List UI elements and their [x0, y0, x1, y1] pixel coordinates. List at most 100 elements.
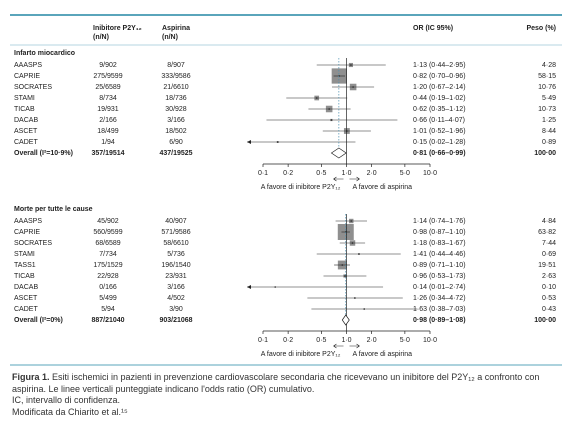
study-name: SOCRATES	[14, 240, 52, 247]
caption-text: Esiti ischemici in pazienti in prevenzio…	[12, 372, 540, 394]
aspirin-events: 196/1540	[161, 262, 190, 269]
overall-p2y12: 887/21040	[91, 317, 124, 324]
or-label: 0·44 (0·19–1·02)	[413, 95, 466, 102]
aspirin-events: 18/736	[165, 95, 187, 102]
x-tick-label: 5·0	[400, 170, 410, 177]
ci-arrow	[247, 285, 251, 289]
overall-or-label: 0·81 (0·66–0·99)	[413, 150, 466, 157]
or-label: 0·96 (0·53–1·73)	[413, 273, 466, 280]
weight-label: 10·76	[538, 84, 556, 91]
weight-label: 8·44	[542, 128, 556, 135]
or-point	[330, 119, 333, 121]
or-point	[315, 97, 318, 99]
or-label: 0·14 (0·01–2·74)	[413, 284, 466, 291]
right-direction-label: A favore di aspirina	[353, 184, 413, 191]
overall-label: Overall (I²=10·9%)	[14, 150, 73, 157]
or-point	[351, 242, 354, 244]
or-point	[344, 275, 346, 277]
p2y12-events: 19/931	[97, 106, 119, 113]
or-point	[341, 264, 344, 266]
x-tick-label: 1·0	[341, 337, 351, 344]
or-point	[363, 308, 366, 310]
weight-label: 2·63	[542, 273, 556, 280]
study-name: TASS1	[14, 262, 36, 269]
p2y12-events: 25/6589	[95, 84, 120, 91]
or-label: 1·14 (0·74–1·76)	[413, 218, 466, 225]
p2y12-events: 8/734	[99, 95, 117, 102]
p2y12-events: 5/94	[101, 306, 115, 313]
forest-figure: Inibitore P2Y₁₂ (n/N) Aspirina (n/N) OR …	[10, 14, 562, 366]
p2y12-events: 1/94	[101, 139, 115, 146]
weight-label: 0·53	[542, 295, 556, 302]
header-or: OR (IC 95%)	[413, 25, 453, 32]
or-point	[358, 253, 360, 255]
ci-arrow	[247, 140, 251, 144]
study-name: CADET	[14, 306, 38, 313]
aspirin-events: 8/907	[167, 62, 185, 69]
weight-label: 5·49	[542, 95, 556, 102]
weight-label: 58·15	[538, 73, 556, 80]
overall-or-label: 0·98 (0·89–1·08)	[413, 317, 466, 324]
or-label: 0·66 (0·11–4·07)	[413, 117, 465, 124]
x-tick-label: 0·2	[283, 170, 293, 177]
study-name: STAMI	[14, 251, 35, 258]
left-arrow	[333, 343, 344, 349]
x-tick-label: 0·1	[258, 170, 268, 177]
header-p2y12: Inibitore P2Y₁₂	[93, 25, 142, 32]
study-name: DACAB	[14, 284, 38, 291]
right-arrow	[349, 176, 360, 182]
x-tick-label: 5·0	[400, 337, 410, 344]
p2y12-events: 5/499	[99, 295, 117, 302]
p2y12-events: 0/166	[99, 284, 117, 291]
or-point	[354, 297, 356, 299]
caption-main: Figura 1. Esiti ischemici in pazienti in…	[12, 372, 564, 395]
study-name: ASCET	[14, 128, 38, 135]
aspirin-events: 30/928	[165, 106, 187, 113]
or-label: 1·18 (0·83–1·67)	[413, 240, 466, 247]
overall-diamond	[330, 147, 347, 159]
overall-aspirin: 903/21068	[159, 317, 192, 324]
overall-aspirin: 437/19525	[159, 150, 192, 157]
x-tick-label: 0·5	[316, 337, 326, 344]
or-label: 0·15 (0·02–1·28)	[413, 139, 466, 146]
left-direction-label: A favore di inibitore P2Y₁₂	[261, 184, 341, 191]
or-label: 0·62 (0·35–1·12)	[413, 106, 466, 113]
or-label: 1·41 (0·44–4·46)	[413, 251, 466, 258]
or-point	[276, 141, 279, 143]
aspirin-events: 5/736	[167, 251, 185, 258]
x-tick-label: 10·0	[423, 170, 437, 177]
header-aspirin: Aspirina	[162, 25, 190, 32]
or-label: 0·82 (0·70–0·96)	[413, 73, 466, 80]
p2y12-events: 7/734	[99, 251, 117, 258]
header-p2y12-sub: (n/N)	[93, 34, 109, 41]
plot-area	[247, 62, 398, 143]
p2y12-events: 18/499	[97, 128, 119, 135]
weight-label: 0·10	[542, 284, 556, 291]
plot-area	[247, 218, 418, 310]
aspirin-events: 333/9586	[161, 73, 190, 80]
aspirin-events: 3/166	[167, 117, 185, 124]
or-label: 1·20 (0·67–2·14)	[413, 84, 466, 91]
aspirin-events: 3/166	[167, 284, 185, 291]
or-point	[352, 86, 354, 88]
or-point	[350, 64, 352, 66]
weight-label: 4·28	[542, 62, 556, 69]
x-tick-label: 0·2	[283, 337, 293, 344]
panel-title: Infarto miocardico	[14, 50, 75, 57]
p2y12-events: 22/928	[97, 273, 119, 280]
or-label: 1·01 (0·52–1·96)	[413, 128, 466, 135]
p2y12-events: 9/902	[99, 62, 117, 69]
x-tick-label: 0·5	[316, 170, 326, 177]
study-name: STAMI	[14, 95, 35, 102]
aspirin-events: 571/9586	[161, 229, 190, 236]
left-direction-label: A favore di inibitore P2Y₁₂	[261, 351, 341, 358]
x-tick-label: 0·1	[258, 337, 268, 344]
p2y12-events: 2/166	[99, 117, 117, 124]
or-label: 1·26 (0·34–4·72)	[413, 295, 466, 302]
p2y12-events: 560/9599	[93, 229, 122, 236]
right-arrow	[349, 343, 360, 349]
study-name: ASCET	[14, 295, 38, 302]
or-label: 0·98 (0·87–1·10)	[413, 229, 466, 236]
header-aspirin-sub: (n/N)	[162, 34, 178, 41]
p2y12-events: 175/1529	[93, 262, 122, 269]
